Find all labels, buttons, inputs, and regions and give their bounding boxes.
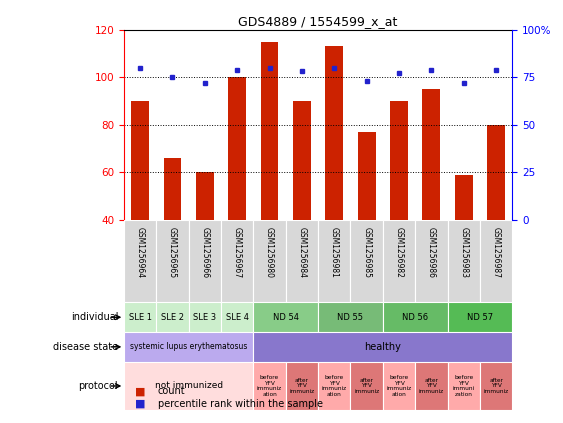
Bar xyxy=(422,89,440,220)
Text: SLE 3: SLE 3 xyxy=(193,313,216,322)
Bar xyxy=(253,302,318,332)
Bar xyxy=(124,362,253,410)
Bar xyxy=(124,332,253,362)
Text: GSM1256980: GSM1256980 xyxy=(265,227,274,277)
Text: ■: ■ xyxy=(135,399,146,409)
Bar xyxy=(448,220,480,302)
Text: GSM1256985: GSM1256985 xyxy=(362,227,371,277)
Bar xyxy=(487,125,505,220)
Bar xyxy=(228,77,246,220)
Text: SLE 1: SLE 1 xyxy=(128,313,151,322)
Bar xyxy=(253,362,286,410)
Text: ND 55: ND 55 xyxy=(337,313,364,322)
Bar xyxy=(480,362,512,410)
Bar xyxy=(157,302,189,332)
Bar xyxy=(156,220,189,302)
Bar xyxy=(318,362,350,410)
Bar xyxy=(189,302,221,332)
Bar xyxy=(261,41,279,220)
Text: GSM1256983: GSM1256983 xyxy=(459,227,468,277)
Bar xyxy=(318,220,350,302)
Text: disease state: disease state xyxy=(53,342,118,352)
Text: before
YFV
immuniz
ation: before YFV immuniz ation xyxy=(321,375,347,397)
Bar xyxy=(350,362,383,410)
Text: before
YFV
immuniz
ation: before YFV immuniz ation xyxy=(257,375,282,397)
Bar xyxy=(448,302,512,332)
Bar xyxy=(163,158,181,220)
Bar xyxy=(383,362,415,410)
Bar xyxy=(318,302,383,332)
Bar xyxy=(358,132,376,220)
Text: GSM1256966: GSM1256966 xyxy=(200,227,209,277)
Bar xyxy=(390,101,408,220)
Text: count: count xyxy=(158,386,185,396)
Bar xyxy=(196,173,214,220)
Text: GSM1256986: GSM1256986 xyxy=(427,227,436,277)
Bar xyxy=(415,220,448,302)
Text: systemic lupus erythematosus: systemic lupus erythematosus xyxy=(130,342,247,352)
Text: ND 54: ND 54 xyxy=(272,313,299,322)
Text: GSM1256982: GSM1256982 xyxy=(395,227,404,277)
Text: ND 56: ND 56 xyxy=(402,313,428,322)
Bar xyxy=(383,302,448,332)
Bar xyxy=(124,302,157,332)
Bar xyxy=(286,362,318,410)
Bar xyxy=(325,46,343,220)
Bar xyxy=(448,362,480,410)
Text: ND 57: ND 57 xyxy=(467,313,493,322)
Text: GSM1256987: GSM1256987 xyxy=(491,227,501,277)
Text: GSM1256967: GSM1256967 xyxy=(233,227,242,277)
Text: after
YFV
immuniz: after YFV immuniz xyxy=(354,378,379,394)
Bar xyxy=(189,220,221,302)
Bar xyxy=(455,175,473,220)
Text: before
YFV
immuni
zation: before YFV immuni zation xyxy=(453,375,475,397)
Text: SLE 2: SLE 2 xyxy=(161,313,184,322)
Bar xyxy=(124,220,156,302)
Bar xyxy=(293,101,311,220)
Bar xyxy=(480,220,512,302)
Text: SLE 4: SLE 4 xyxy=(226,313,249,322)
Text: GSM1256984: GSM1256984 xyxy=(297,227,306,277)
Bar xyxy=(253,220,285,302)
Text: after
YFV
immuniz: after YFV immuniz xyxy=(484,378,509,394)
Bar xyxy=(221,302,253,332)
Text: after
YFV
immuniz: after YFV immuniz xyxy=(419,378,444,394)
Text: before
YFV
immuniz
ation: before YFV immuniz ation xyxy=(386,375,412,397)
Bar xyxy=(253,332,512,362)
Text: healthy: healthy xyxy=(364,342,401,352)
Text: individual: individual xyxy=(71,312,118,322)
Bar xyxy=(350,220,383,302)
Text: ■: ■ xyxy=(135,386,146,396)
Bar xyxy=(415,362,448,410)
Title: GDS4889 / 1554599_x_at: GDS4889 / 1554599_x_at xyxy=(238,16,398,28)
Text: after
YFV
immuniz: after YFV immuniz xyxy=(289,378,315,394)
Bar xyxy=(221,220,253,302)
Text: GSM1256965: GSM1256965 xyxy=(168,227,177,277)
Bar xyxy=(383,220,415,302)
Text: percentile rank within the sample: percentile rank within the sample xyxy=(158,399,323,409)
Bar xyxy=(131,101,149,220)
Text: not immunized: not immunized xyxy=(154,382,223,390)
Text: GSM1256964: GSM1256964 xyxy=(136,227,145,277)
Text: protocol: protocol xyxy=(79,381,118,391)
Text: GSM1256981: GSM1256981 xyxy=(330,227,339,277)
Bar xyxy=(285,220,318,302)
